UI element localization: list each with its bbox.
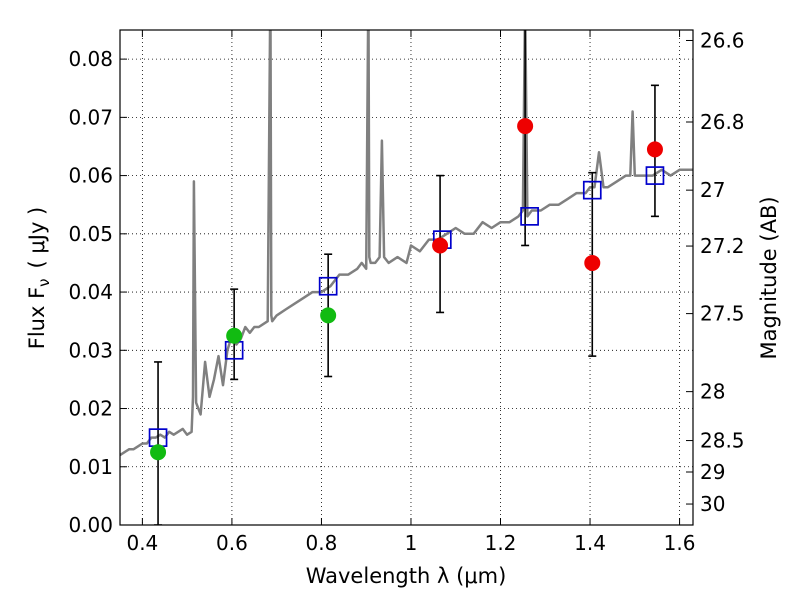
model-square [645,166,665,185]
x-axis-label: Wavelength λ (μm) [306,564,507,588]
model-square [318,276,338,296]
y-axis-label-main: Flux F [25,287,49,349]
y-tick-label: 0.01 [68,455,113,479]
grid-lines [120,30,693,526]
y-axis-label-unit: ( μJy ) [25,207,49,269]
red-point [646,141,663,158]
red-point [584,254,601,271]
y-tick-label: 0.00 [68,513,113,537]
green-point [320,307,337,324]
x-tick-label: 1.4 [574,531,606,555]
model-square [582,180,602,200]
red-point [517,118,534,135]
y-axis: 0.00 0.01 0.02 0.03 0.04 0.05 0.06 0.07 0.08 [68,47,127,537]
red-point [432,237,449,254]
spectrum-line [120,30,693,457]
mag-tick-label: 29 [700,460,725,484]
green-point [226,327,243,344]
x-axis: 0.4 0.6 0.8 1 1.2 1.4 1.6 [126,30,695,555]
magnitude-axis: 26.6 26.8 27 27.2 27.5 28 28.5 29 30 [686,28,745,516]
x-tick-label: 0.4 [126,531,158,555]
y-tick-label: 0.06 [68,164,113,188]
y2-axis-label: Magnitude (AB) [757,196,781,359]
x-tick-label: 1 [405,531,418,555]
x-tick-label: 1.6 [664,531,696,555]
model-square [520,207,539,226]
y-tick-label: 0.04 [68,280,113,304]
mag-tick-label: 27.5 [700,302,745,326]
green-point [150,444,167,461]
x-tick-label: 0.6 [216,531,248,555]
plot-frame [119,29,694,526]
y-tick-label: 0.05 [68,222,113,246]
y-tick-label: 0.02 [68,397,113,421]
x-tick-label: 1.2 [485,531,517,555]
mag-tick-label: 27.2 [700,234,745,258]
mag-tick-label: 26.8 [700,110,745,134]
y-tick-label: 0.08 [68,47,113,71]
mag-tick-label: 26.6 [700,28,745,52]
mag-tick-label: 28 [700,380,725,404]
plot-area [120,30,693,525]
mag-tick-label: 30 [700,492,725,516]
y-tick-label: 0.03 [68,338,113,362]
y-axis-label: Flux Fν ( μJy ) [25,207,53,350]
mag-tick-label: 27 [700,178,725,202]
y-tick-label: 0.07 [68,105,113,129]
y-axis-label-sub: ν [35,278,53,286]
mag-tick-label: 28.5 [700,429,745,453]
x-tick-label: 0.8 [306,531,338,555]
